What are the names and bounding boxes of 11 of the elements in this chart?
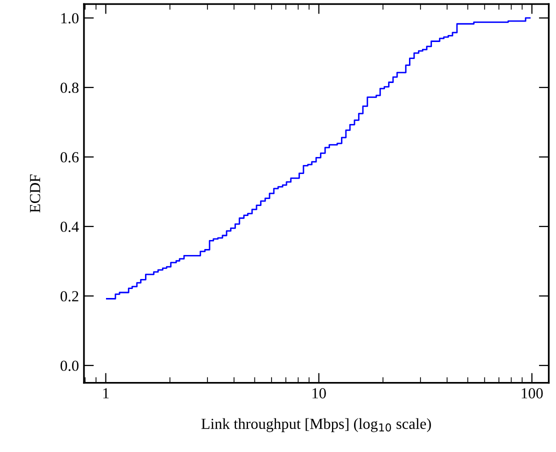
y-tick-label: 0.6: [60, 152, 79, 162]
x-tick-label: 100: [522, 388, 543, 398]
x-tick-label: 10: [312, 388, 326, 398]
y-axis-title: ECDF: [30, 174, 40, 213]
y-tick-label: 0.8: [60, 82, 79, 93]
y-tick-label: 0.0: [60, 360, 79, 371]
y-tick-label: 1.0: [61, 13, 79, 24]
y-tick-label: 0.2: [60, 291, 78, 302]
x-tick-label: 1: [103, 388, 109, 398]
y-tick-label: 0.4: [60, 222, 79, 232]
x-axis-title: Link throughput [Mbps] (log$_{10}$ scale): [201, 418, 431, 432]
